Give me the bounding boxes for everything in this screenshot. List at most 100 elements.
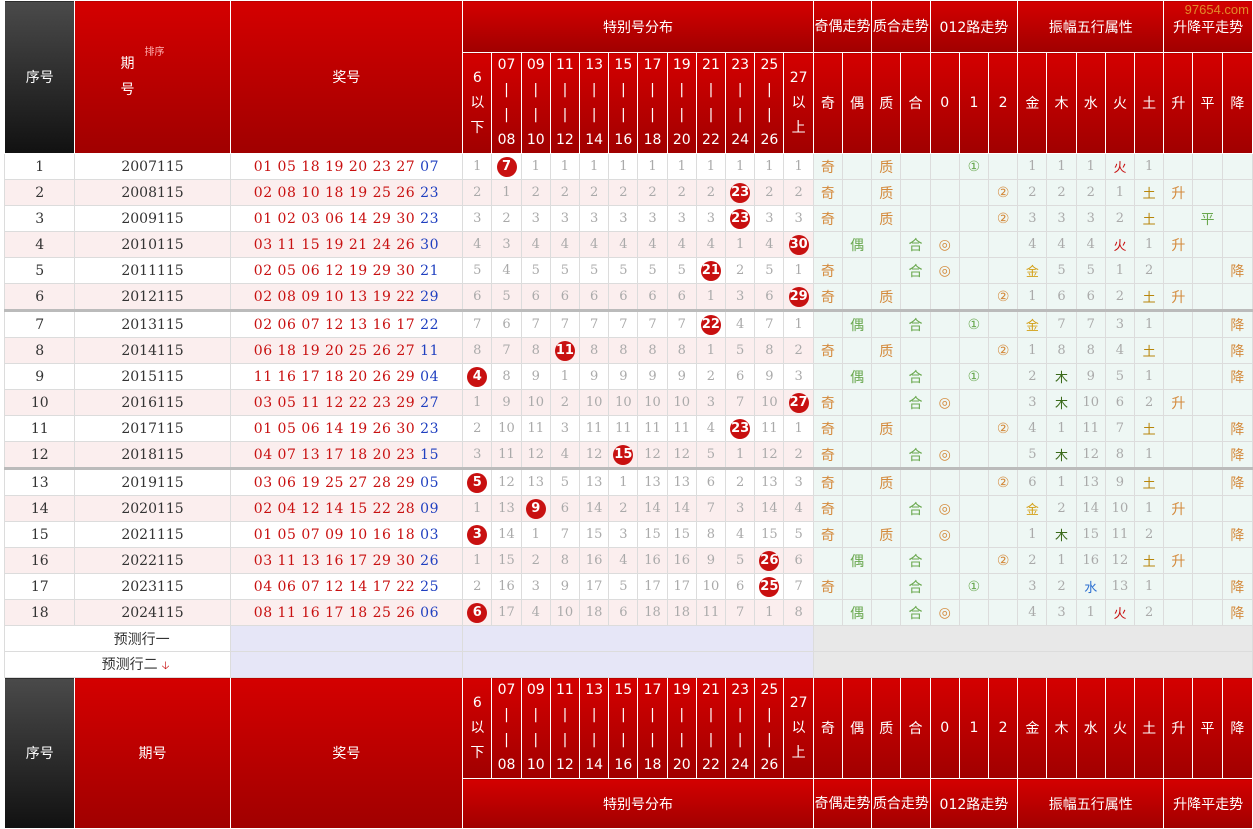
table-row[interactable]: 8 2014115 06 18 19 20 25 26 27 11 8 7 8 11 8 8 8 8… xyxy=(3,337,1253,364)
road012-cell xyxy=(929,467,960,496)
dist-cell: 4 xyxy=(754,231,785,258)
row-prize: 08 11 16 17 18 25 26 06 xyxy=(229,599,464,626)
header-num-col-4-part: | xyxy=(591,82,597,98)
footer-pc-col-0: 质 xyxy=(871,677,902,779)
prediction-row-1-label[interactable]: 预测行一 xyxy=(4,625,231,652)
special-number: 11 xyxy=(420,342,439,359)
table-row[interactable]: 11 2017115 01 05 06 14 19 26 30 23 2 10 11 3 11… xyxy=(3,415,1253,442)
trend-cell xyxy=(1163,599,1194,626)
dist-cell: 2 xyxy=(549,389,581,416)
hit-ball: 9 xyxy=(525,498,546,519)
prize-numbers: 01 05 06 14 19 26 30 xyxy=(253,420,416,437)
dist-cell: 2 xyxy=(462,573,493,600)
table-row[interactable]: 14 2020115 02 04 12 14 15 22 28 09 1 13 9 6 14 2… xyxy=(3,495,1253,522)
dist-cell: 10 xyxy=(754,389,785,416)
table-row[interactable]: 5 2011115 02 05 06 12 19 29 30 21 5 4 5 5 5 5 5 5 2… xyxy=(3,257,1253,284)
wuxing-cell: 7 xyxy=(1104,415,1136,442)
wuxing-cell: 2 xyxy=(1046,179,1077,206)
dist-cell: 11 xyxy=(491,441,522,469)
header-num-col-8: 21 | | 22 xyxy=(695,52,727,154)
road012-cell: ① xyxy=(958,363,990,390)
table-row[interactable]: 13 2019115 03 06 19 25 27 28 29 05 5 12 13 5 13… xyxy=(3,467,1253,496)
odd-even-cell: 奇 xyxy=(812,573,843,600)
table-row[interactable]: 12 2018115 04 07 13 17 18 20 23 15 3 11 12 4 12… xyxy=(3,441,1253,469)
table-row[interactable]: 6 2012115 02 08 09 10 13 19 22 29 6 5 6 6 6 6 6 6 1… xyxy=(3,283,1253,311)
prize-numbers: 04 07 13 17 18 20 23 xyxy=(253,446,416,463)
wuxing-cell: 12 xyxy=(1075,441,1106,469)
odd-even-cell: 偶 xyxy=(841,363,873,390)
dist-cell: 12 xyxy=(666,441,697,469)
footer-num-col-8-part: 21 xyxy=(702,682,720,698)
row-period: 2008115 xyxy=(74,179,231,206)
prediction-row-2-input[interactable] xyxy=(229,651,464,678)
table-row[interactable]: 18 2024115 08 11 16 17 18 25 26 06 6 17 4 10 18… xyxy=(3,599,1253,626)
odd-even-cell xyxy=(841,205,873,232)
wuxing-cell: 1 xyxy=(1104,179,1136,206)
wuxing-cell: 1 xyxy=(1134,153,1165,180)
dist-cell: 5 xyxy=(695,441,727,469)
dist-cell: 3 xyxy=(462,521,493,548)
row-seq: 7 xyxy=(3,309,76,338)
wuxing-cell: 3 xyxy=(1017,389,1048,416)
header-trend-col-1: 平 xyxy=(1192,52,1223,154)
trend-cell xyxy=(1163,363,1194,390)
trend-cell xyxy=(1221,389,1253,416)
table-row[interactable]: 16 2022115 03 11 13 16 17 29 30 26 1 15 2 8 16 4… xyxy=(3,547,1253,574)
dist-cell: 1 xyxy=(783,309,814,338)
special-number: 07 xyxy=(420,158,439,175)
dist-cell: 4 xyxy=(637,231,668,258)
dist-cell: 6 xyxy=(491,309,522,338)
footer-period: 期号 xyxy=(74,677,231,829)
road012-cell xyxy=(929,283,960,311)
odd-even-cell xyxy=(841,495,873,522)
dist-cell: 13 xyxy=(520,467,551,496)
table-row[interactable]: 10 2016115 03 05 11 12 22 23 29 27 1 9 10 2 10 1… xyxy=(3,389,1253,416)
header-num-col-10-part: | xyxy=(766,82,772,98)
header-road-col-1: 1 xyxy=(958,52,990,154)
table-row[interactable]: 7 2013115 02 06 07 12 13 16 17 22 7 6 7 7 7 7 7 7 2… xyxy=(3,309,1253,338)
trend-cell xyxy=(1221,179,1253,206)
dist-cell: 2 xyxy=(754,179,785,206)
dist-cell: 4 xyxy=(462,231,493,258)
dist-cell: 4 xyxy=(520,231,551,258)
trend-cell: 升 xyxy=(1163,283,1194,311)
odd-even-cell: 奇 xyxy=(812,257,843,284)
table-row[interactable]: 4 2010115 03 11 15 19 21 24 26 30 4 3 4 4 4 4 4 4 4… xyxy=(3,231,1253,258)
prediction-row-1-input[interactable] xyxy=(229,625,464,652)
odd-even-cell: 奇 xyxy=(812,495,843,522)
trend-cell: 升 xyxy=(1163,495,1194,522)
row-seq: 9 xyxy=(3,363,76,390)
table-row[interactable]: 17 2023115 04 06 07 12 14 17 22 25 2 16 3 9 17 5… xyxy=(3,573,1253,600)
table-row[interactable]: 1 2007115 01 05 18 19 20 23 27 07 1 7 1 1 1 1 1 1 1… xyxy=(3,153,1253,180)
road012-cell xyxy=(987,363,1019,390)
prime-composite-cell xyxy=(871,573,902,600)
table-row[interactable]: 3 2009115 01 02 03 06 14 29 30 23 3 2 3 3 3 3 3 3 3… xyxy=(3,205,1253,232)
dist-cell: 1 xyxy=(783,415,814,442)
dist-cell: 14 xyxy=(579,495,610,522)
trend-cell xyxy=(1163,337,1194,364)
special-number: 27 xyxy=(420,394,439,411)
prime-composite-cell xyxy=(900,205,931,232)
dist-cell: 6 xyxy=(637,283,668,311)
table-row[interactable]: 9 2015115 11 16 17 18 20 26 29 04 4 8 9 1 9 9 9 9 2… xyxy=(3,363,1253,390)
dist-cell: 1 xyxy=(608,153,639,180)
table-row[interactable]: 15 2021115 01 05 07 09 10 16 18 03 3 14 1 7 15 3… xyxy=(3,521,1253,548)
dist-cell: 3 xyxy=(520,573,551,600)
prime-composite-cell: 质 xyxy=(871,153,902,180)
prediction-row-2-dist[interactable] xyxy=(462,651,814,678)
odd-even-cell xyxy=(841,337,873,364)
dist-cell: 1 xyxy=(695,337,727,364)
dist-cell: 7 xyxy=(462,309,493,338)
dist-cell: 5 xyxy=(637,257,668,284)
wuxing-cell: 2 xyxy=(1134,257,1165,284)
trend-cell: 降 xyxy=(1221,415,1253,442)
prediction-row-1-dist[interactable] xyxy=(462,625,814,652)
arrow-down-icon[interactable]: 🡣 xyxy=(161,658,170,672)
dist-cell: 10 xyxy=(520,389,551,416)
table-row[interactable]: 2 2008115 02 08 10 18 19 25 26 23 2 1 2 2 2 2 2 2 2… xyxy=(3,179,1253,206)
prediction-row-2-label[interactable]: 预测行二 🡣 xyxy=(4,651,231,678)
sort-button[interactable]: 排序 xyxy=(144,47,165,58)
dist-cell: 3 xyxy=(783,205,814,232)
trend-cell: 升 xyxy=(1163,179,1194,206)
wuxing-cell: 5 xyxy=(1075,257,1106,284)
